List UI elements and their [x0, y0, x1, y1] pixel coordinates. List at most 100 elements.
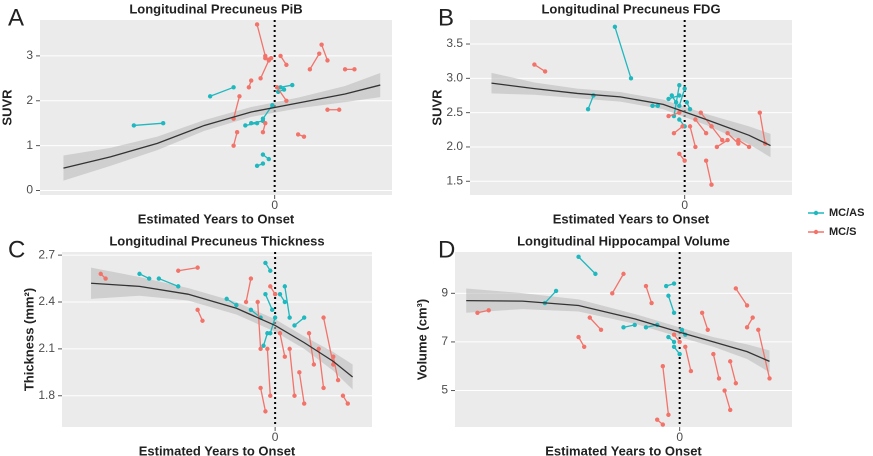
y-tick-label: 2.0: [446, 139, 463, 153]
point: [268, 268, 273, 273]
point: [677, 339, 682, 345]
fit-line: [63, 84, 381, 169]
point: [282, 284, 288, 289]
point: [703, 131, 709, 136]
pair-lines: [232, 24, 355, 146]
point: [643, 283, 649, 289]
point: [137, 271, 142, 277]
point: [750, 315, 755, 320]
point: [671, 310, 677, 315]
point: [231, 143, 236, 148]
y-axis-label: Thickness (mm²): [21, 288, 36, 391]
point: [325, 58, 330, 63]
point: [248, 307, 254, 313]
legend-dot: [813, 210, 819, 216]
y-axis-label: SUVR: [0, 89, 14, 126]
point: [258, 385, 263, 391]
point: [628, 76, 634, 81]
chart-title: Longitudinal Precuneus PiB: [129, 1, 302, 16]
x-axis-label: Estimated Years to Onset: [553, 211, 710, 226]
fit-line: [491, 82, 771, 147]
point: [195, 265, 200, 270]
panel-label: B: [438, 4, 454, 31]
point: [655, 103, 661, 108]
point: [725, 131, 730, 136]
point: [263, 260, 268, 266]
point: [342, 67, 348, 72]
point: [307, 67, 313, 72]
point: [677, 351, 682, 357]
point: [260, 129, 266, 135]
point: [673, 100, 679, 105]
point: [319, 42, 324, 47]
point: [682, 86, 687, 91]
point: [767, 376, 772, 381]
point: [287, 315, 292, 320]
point: [677, 82, 682, 88]
point: [176, 268, 181, 273]
point: [709, 124, 714, 129]
point: [585, 107, 591, 112]
point: [98, 271, 103, 277]
point: [711, 351, 716, 357]
point: [352, 67, 357, 72]
point: [284, 98, 289, 103]
point: [306, 331, 312, 336]
point: [655, 417, 660, 422]
point: [301, 315, 307, 320]
pair-lines: [139, 262, 305, 346]
y-tick-label: 2.5: [446, 105, 463, 119]
point: [234, 129, 240, 135]
y-tick-label: 7: [441, 334, 448, 348]
point: [671, 131, 677, 136]
point: [231, 85, 236, 90]
point: [744, 303, 750, 308]
point: [669, 93, 674, 98]
confidence-band: [491, 72, 771, 158]
point: [593, 271, 598, 277]
chart-title: Longitudinal Precuneus FDG: [541, 1, 720, 16]
point: [263, 55, 268, 61]
chart-title: Longitudinal Precuneus Thickness: [109, 233, 324, 248]
pair-lines: [100, 266, 349, 412]
point: [258, 346, 263, 352]
fit-line: [466, 299, 770, 362]
point: [103, 276, 108, 281]
point: [292, 323, 297, 328]
y-tick-label: 2.1: [38, 341, 55, 355]
point: [295, 132, 301, 137]
point: [321, 315, 326, 320]
point: [677, 93, 682, 98]
point: [693, 144, 698, 150]
point: [335, 377, 341, 383]
point: [254, 121, 260, 126]
point: [666, 113, 671, 119]
point: [331, 354, 336, 359]
x-axis-label: Estimated Years to Onset: [138, 211, 295, 226]
point: [337, 107, 342, 112]
point: [243, 299, 249, 305]
point: [282, 354, 288, 359]
point: [666, 334, 671, 340]
point: [698, 110, 703, 115]
x-tick-label: 0: [681, 198, 688, 212]
point: [224, 296, 229, 302]
point: [263, 291, 268, 297]
point: [297, 370, 302, 375]
y-tick-label: 3.5: [446, 36, 463, 50]
point: [687, 107, 693, 112]
point: [254, 163, 260, 169]
chart-title: Longitudinal Hippocampal Volume: [517, 233, 730, 248]
point: [292, 393, 297, 398]
point: [260, 116, 266, 121]
point: [587, 315, 592, 320]
confidence-band: [466, 288, 770, 373]
y-axis-label: SUVR: [429, 89, 444, 126]
point: [660, 422, 666, 427]
point: [720, 137, 725, 143]
point: [733, 286, 739, 291]
point: [671, 281, 677, 286]
point: [131, 123, 137, 128]
point: [598, 327, 604, 332]
